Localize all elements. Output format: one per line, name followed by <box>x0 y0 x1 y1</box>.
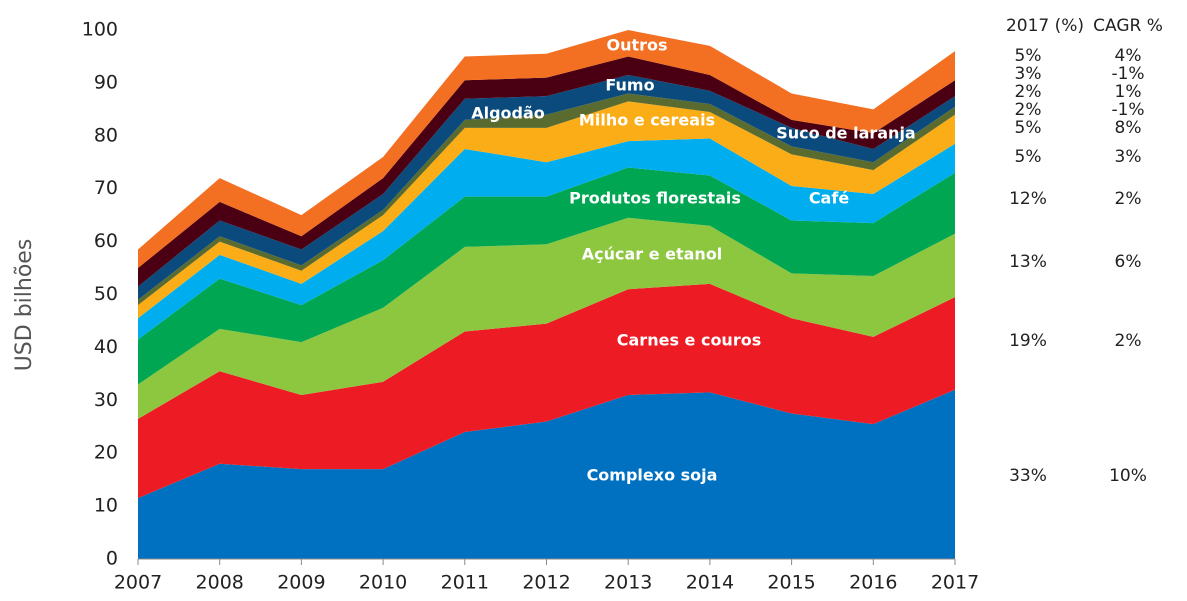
x-tick-label: 2007 <box>114 572 162 594</box>
y-tick-label: 60 <box>94 230 118 252</box>
share-2017: 33% <box>1009 466 1047 486</box>
cagr: 1% <box>1115 82 1142 102</box>
cagr: 6% <box>1115 252 1142 272</box>
area-label: Fumo <box>605 76 654 95</box>
x-tick-label: 2015 <box>767 572 815 594</box>
share-2017: 19% <box>1009 331 1047 351</box>
area-label: Suco de laranja <box>776 124 915 143</box>
x-tick-label: 2012 <box>522 572 570 594</box>
x-tick-label: 2014 <box>686 572 734 594</box>
area-label: Açúcar e etanol <box>582 245 723 264</box>
area <box>138 101 955 319</box>
cagr: 8% <box>1115 118 1142 138</box>
area <box>138 138 955 340</box>
y-tick-label: 90 <box>94 71 118 93</box>
x-tick-label: 2017 <box>931 572 979 594</box>
y-tick-label: 80 <box>94 124 118 146</box>
area <box>138 283 955 499</box>
table-header: CAGR % <box>1093 16 1163 36</box>
cagr: 2% <box>1115 331 1142 351</box>
share-2017: 13% <box>1009 252 1047 272</box>
y-tick-label: 30 <box>94 389 118 411</box>
share-2017: 3% <box>1015 64 1042 84</box>
x-tick-label: 2016 <box>849 572 897 594</box>
y-axis-label: USD bilhões <box>12 239 37 372</box>
x-tick-label: 2009 <box>277 572 325 594</box>
table-header: 2017 (%) <box>1006 16 1084 36</box>
share-2017: 5% <box>1015 46 1042 66</box>
x-tick-label: 2013 <box>604 572 652 594</box>
area-label: Carnes e couros <box>617 331 761 350</box>
cagr: 2% <box>1115 189 1142 209</box>
x-tick-label: 2011 <box>441 572 489 594</box>
area-label: Café <box>809 189 850 208</box>
cagr: -1% <box>1111 64 1144 84</box>
cagr: 10% <box>1109 466 1147 486</box>
y-tick-label: 40 <box>94 336 118 358</box>
area-label: Complexo soja <box>587 466 718 485</box>
cagr: -1% <box>1111 100 1144 120</box>
area <box>138 167 955 385</box>
y-tick-label: 70 <box>94 177 118 199</box>
y-tick-label: 10 <box>94 495 118 517</box>
share-2017: 2% <box>1015 100 1042 120</box>
share-2017: 2% <box>1015 82 1042 102</box>
share-2017: 12% <box>1009 189 1047 209</box>
x-tick-label: 2010 <box>359 572 407 594</box>
area-label: Algodão <box>471 104 545 123</box>
y-tick-label: 20 <box>94 442 118 464</box>
area-label: Produtos florestais <box>569 189 741 208</box>
x-tick-label: 2008 <box>196 572 244 594</box>
y-tick-label: 100 <box>82 19 118 41</box>
share-2017: 5% <box>1015 118 1042 138</box>
area <box>138 389 955 559</box>
cagr: 4% <box>1115 46 1142 66</box>
share-2017: 5% <box>1015 147 1042 167</box>
y-tick-label: 0 <box>106 548 118 570</box>
y-tick-label: 50 <box>94 283 118 305</box>
cagr: 3% <box>1115 147 1142 167</box>
area <box>138 30 955 269</box>
area <box>138 217 955 419</box>
area-label: Milho e cereais <box>579 111 715 130</box>
area-label: Outros <box>606 36 667 55</box>
